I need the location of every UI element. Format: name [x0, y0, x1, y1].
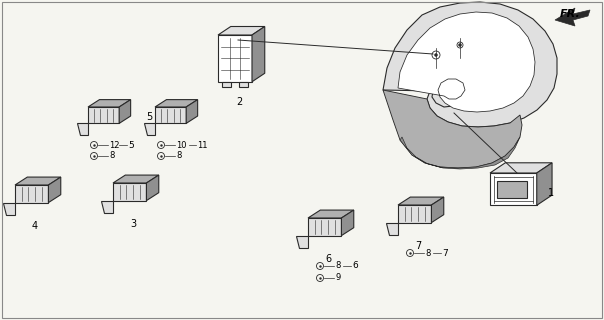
Text: 6: 6 [325, 254, 331, 264]
Polygon shape [101, 201, 113, 213]
Polygon shape [383, 90, 522, 168]
Text: 2: 2 [236, 97, 242, 107]
Polygon shape [490, 173, 537, 205]
Polygon shape [186, 100, 198, 124]
Polygon shape [431, 197, 444, 223]
Polygon shape [398, 197, 444, 205]
Polygon shape [308, 210, 354, 218]
Text: 5: 5 [128, 140, 133, 149]
Polygon shape [113, 183, 146, 201]
Circle shape [458, 44, 461, 46]
Text: 4: 4 [32, 221, 38, 231]
Polygon shape [15, 177, 61, 185]
Text: 8: 8 [425, 249, 431, 258]
Polygon shape [555, 8, 590, 26]
Text: 5: 5 [146, 112, 152, 122]
Polygon shape [146, 175, 159, 201]
Polygon shape [252, 27, 265, 82]
Text: 12: 12 [109, 140, 120, 149]
Text: 7: 7 [415, 241, 421, 251]
Text: 8: 8 [335, 261, 341, 270]
Polygon shape [497, 181, 527, 198]
Polygon shape [2, 203, 15, 215]
Polygon shape [383, 2, 557, 127]
Text: FR.: FR. [560, 9, 581, 19]
Text: 1: 1 [548, 188, 554, 198]
Polygon shape [119, 100, 130, 124]
Polygon shape [341, 210, 354, 236]
Polygon shape [490, 163, 552, 173]
Polygon shape [218, 35, 252, 82]
Text: 7: 7 [442, 249, 448, 258]
Polygon shape [296, 236, 308, 248]
Polygon shape [398, 12, 535, 112]
Polygon shape [144, 124, 155, 135]
Bar [222, 82, 231, 87]
Text: 10: 10 [176, 140, 187, 149]
Polygon shape [386, 223, 398, 235]
Polygon shape [113, 175, 159, 183]
Polygon shape [537, 163, 552, 205]
Polygon shape [48, 177, 61, 203]
Polygon shape [77, 124, 88, 135]
Bar [239, 82, 248, 87]
Polygon shape [218, 27, 265, 35]
Polygon shape [155, 100, 198, 107]
Polygon shape [15, 185, 48, 203]
Polygon shape [308, 218, 341, 236]
Text: 3: 3 [130, 219, 136, 229]
Polygon shape [400, 137, 520, 169]
Text: 8: 8 [176, 151, 181, 161]
Polygon shape [88, 107, 119, 124]
Circle shape [434, 53, 437, 57]
Text: 6: 6 [352, 261, 358, 270]
Polygon shape [155, 107, 186, 124]
Polygon shape [88, 100, 130, 107]
Polygon shape [398, 205, 431, 223]
Text: 9: 9 [335, 274, 340, 283]
Text: 8: 8 [109, 151, 114, 161]
Text: 11: 11 [197, 140, 208, 149]
